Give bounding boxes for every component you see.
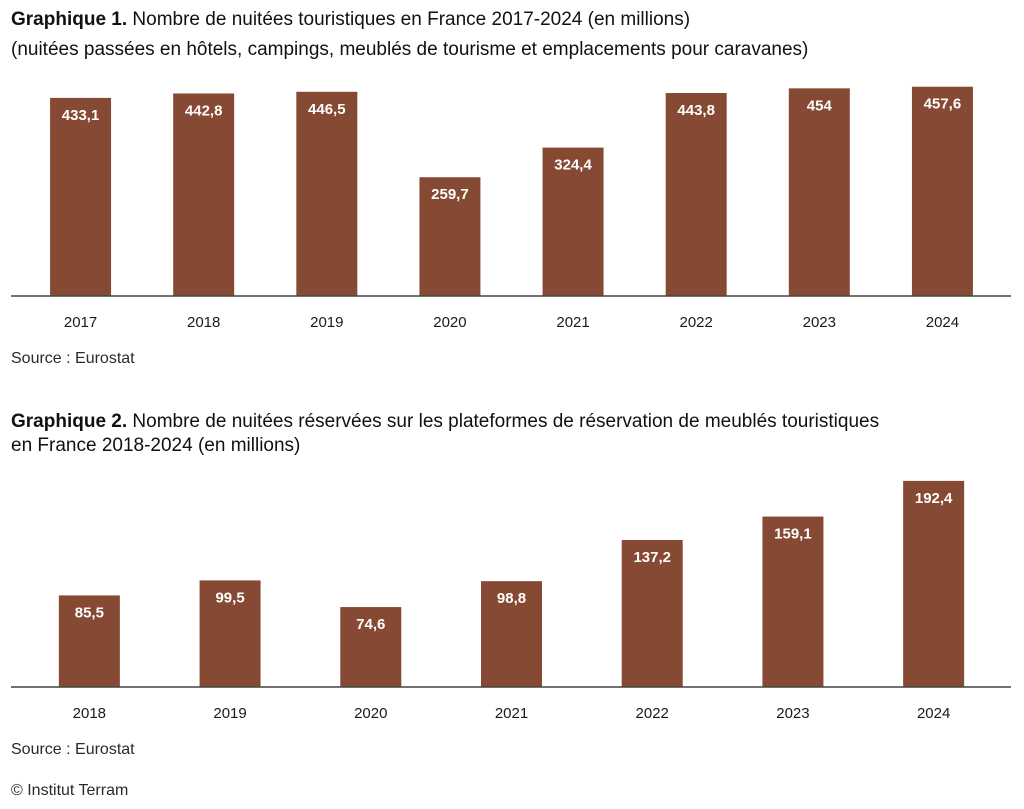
- chart2-title: Graphique 2. Nombre de nuitées réservées…: [11, 410, 879, 434]
- value-label-2018: 85,5: [75, 604, 104, 621]
- x-tick-label-2017: 2017: [64, 314, 97, 331]
- chart1-title-prefix: Graphique 1.: [11, 9, 128, 30]
- value-label-2019: 446,5: [308, 101, 346, 118]
- value-label-2020: 259,7: [431, 186, 469, 203]
- chart2-title-line2: en France 2018-2024 (en millions): [11, 435, 301, 456]
- chart2-title-text: Nombre de nuitées réservées sur les plat…: [132, 411, 880, 432]
- x-tick-label-2020: 2020: [354, 705, 387, 722]
- bar-2018: [173, 93, 235, 296]
- chart1-title: Graphique 1. Nombre de nuitées touristiq…: [11, 8, 690, 32]
- copyright: © Institut Terram: [11, 782, 129, 799]
- value-label-2019: 99,5: [215, 589, 244, 606]
- bar-2023: [762, 516, 824, 687]
- value-label-2018: 442,8: [185, 102, 223, 119]
- bar-2019: [296, 91, 358, 296]
- x-tick-label-2021: 2021: [556, 314, 589, 331]
- value-label-2020: 74,6: [356, 616, 385, 633]
- value-label-2022: 137,2: [633, 549, 671, 566]
- x-tick-label-2018: 2018: [187, 314, 220, 331]
- chart2-plot: 85,5 2018 99,5 2019 74,6 2020 98,8 2021 137,2 202…: [11, 480, 1011, 722]
- bar-2022: [621, 540, 683, 687]
- x-tick-label-2023: 2023: [803, 314, 836, 331]
- value-label-2022: 443,8: [677, 102, 715, 119]
- x-tick-label-2019: 2019: [310, 314, 343, 331]
- bar-2020: [419, 177, 481, 296]
- x-tick-label-2022: 2022: [636, 705, 669, 722]
- bar-2023: [788, 88, 850, 296]
- chart2-source: Source : Eurostat: [11, 741, 135, 758]
- chart2-title-prefix: Graphique 2.: [11, 411, 128, 432]
- value-label-2021: 324,4: [554, 157, 592, 174]
- value-label-2024: 192,4: [915, 490, 953, 507]
- chart1-source: Source : Eurostat: [11, 350, 135, 367]
- bar-2024: [911, 86, 973, 296]
- x-tick-label-2021: 2021: [495, 705, 528, 722]
- chart1-plot: 433,1 2017 442,8 2018 446,5 2019 259,7 2020 324,…: [11, 86, 1011, 331]
- bar-2018: [58, 595, 120, 687]
- chart1-title-text: Nombre de nuitées touristiques en France…: [132, 9, 691, 30]
- chart1-subtitle: (nuitées passées en hôtels, campings, me…: [11, 39, 809, 60]
- bar-2022: [665, 93, 727, 297]
- x-tick-label-2024: 2024: [917, 705, 950, 722]
- bar-2017: [50, 97, 112, 296]
- bar-2024: [903, 480, 965, 687]
- bar-2021: [542, 147, 604, 296]
- x-tick-label-2022: 2022: [680, 314, 713, 331]
- bar-2021: [481, 581, 542, 687]
- x-tick-label-2023: 2023: [776, 705, 809, 722]
- value-label-2021: 98,8: [497, 590, 526, 607]
- x-tick-label-2019: 2019: [213, 705, 246, 722]
- value-label-2023: 159,1: [774, 526, 812, 543]
- bar-2019: [199, 580, 261, 687]
- value-label-2017: 433,1: [62, 107, 100, 124]
- value-label-2023: 454: [807, 97, 833, 114]
- x-tick-label-2020: 2020: [433, 314, 466, 331]
- x-tick-label-2024: 2024: [926, 314, 959, 331]
- value-label-2024: 457,6: [924, 96, 962, 113]
- x-tick-label-2018: 2018: [73, 705, 106, 722]
- bar-2020: [340, 607, 402, 687]
